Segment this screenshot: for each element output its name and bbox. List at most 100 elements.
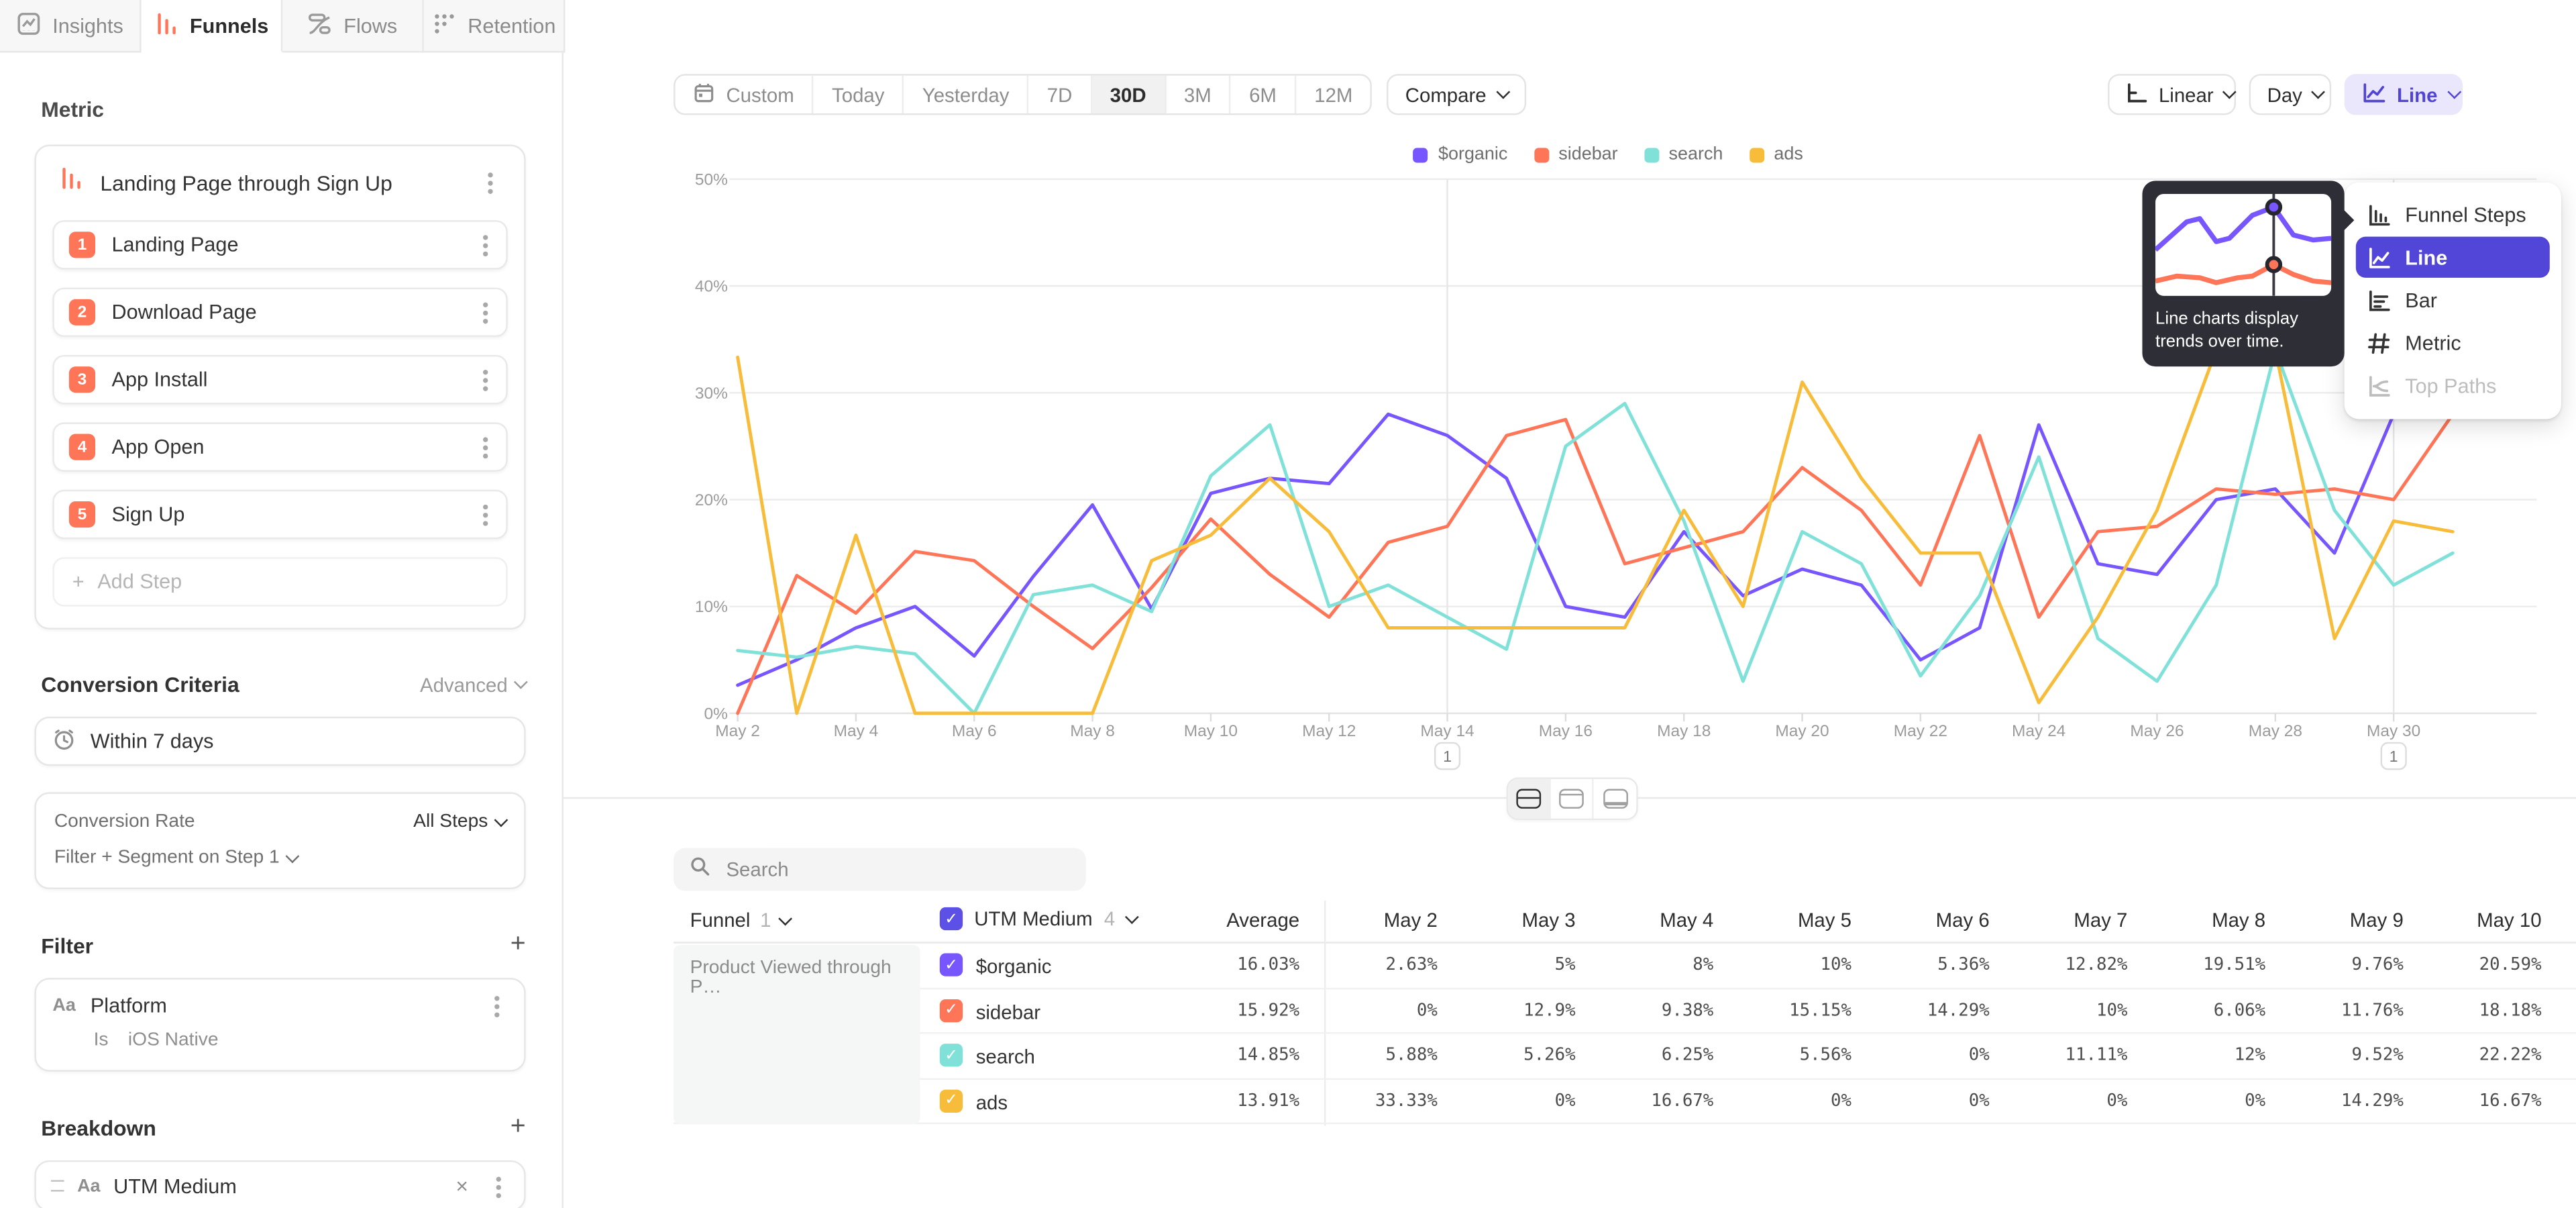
compare-button[interactable]: Compare <box>1387 74 1526 115</box>
chart-type-dropdown-button[interactable]: Line <box>2345 74 2463 115</box>
legend-item-search[interactable]: search <box>1644 145 1723 164</box>
menu-item-bar[interactable]: Bar <box>2356 279 2550 320</box>
funnel-column-dropdown[interactable]: Funnel 1 <box>690 909 791 932</box>
interval-dropdown-button[interactable]: Day <box>2249 74 2331 115</box>
range-3m[interactable]: 3M <box>1166 76 1231 113</box>
select-all-checkbox[interactable]: ✓ <box>940 907 963 930</box>
y-axis-tick-label: 20% <box>695 491 728 509</box>
breakdown-property: UTM Medium <box>113 1174 437 1197</box>
y-axis-tick-label: 30% <box>695 385 728 403</box>
funnel-step-row[interactable]: 1Landing Page <box>52 220 507 269</box>
tab-insights[interactable]: Insights <box>0 0 142 52</box>
funnel-group-cell[interactable]: Product Viewed through P… <box>674 945 920 1124</box>
column-header-may-5: May 5 <box>1720 909 1851 932</box>
series-checkbox[interactable]: ✓ <box>940 953 963 976</box>
filter-condition[interactable]: Is iOS Native <box>94 1031 508 1050</box>
add-step-button[interactable]: + Add Step <box>52 557 507 606</box>
search-icon <box>690 854 710 884</box>
cell-value: 18.18% <box>2410 1000 2542 1019</box>
legend-item-ads[interactable]: ads <box>1750 145 1803 164</box>
conversion-criteria-header: Conversion Criteria Advanced <box>41 672 525 697</box>
range-today[interactable]: Today <box>814 76 904 113</box>
funnel-step-row[interactable]: 3App Install <box>52 355 507 404</box>
chevron-down-icon <box>2447 85 2461 99</box>
calendar-icon <box>693 81 714 107</box>
all-steps-dropdown[interactable]: All Steps <box>413 812 506 832</box>
range-12m[interactable]: 12M <box>1296 76 1371 113</box>
conversion-window[interactable]: Within 7 days <box>34 717 525 766</box>
cell-value: 0% <box>1858 1046 1990 1065</box>
funnel-step-row[interactable]: 5Sign Up <box>52 490 507 539</box>
filter-segment-dropdown[interactable]: Filter + Segment on Step 1 <box>54 848 506 868</box>
line-chart-icon <box>2367 246 2390 268</box>
table-row-sidebar[interactable]: ✓sidebar15.92%0%12.9%9.38%15.15%14.29%10… <box>674 989 2576 1034</box>
cell-value: 0% <box>1996 1091 2128 1110</box>
cell-value: 19.51% <box>2134 955 2265 974</box>
filter-kebab-icon[interactable] <box>484 995 507 1017</box>
funnel-metric-icon <box>59 166 84 199</box>
table-header-row: Funnel 1 ✓ UTM Medium 4 AverageMay 2May … <box>674 901 2576 944</box>
tab-label: Insights <box>52 14 123 37</box>
table-row-search[interactable]: ✓search14.85%5.88%5.26%6.25%5.56%0%11.11… <box>674 1034 2576 1078</box>
funnel-step-row[interactable]: 4App Open <box>52 422 507 471</box>
breakdown-column-dropdown[interactable]: ✓ UTM Medium 4 <box>940 907 1136 930</box>
table-row-ads[interactable]: ✓ads13.91%33.33%0%16.67%0%0%0%0%14.29%16… <box>674 1079 2576 1124</box>
menu-item-label: Line <box>2405 246 2447 268</box>
step-kebab-icon[interactable] <box>473 503 496 525</box>
series-checkbox[interactable]: ✓ <box>940 1044 963 1066</box>
metric-section-label: Metric <box>41 97 525 121</box>
drag-handle-icon[interactable] <box>51 1180 64 1191</box>
step-kebab-icon[interactable] <box>473 301 496 323</box>
tab-retention[interactable]: Retention <box>424 0 566 52</box>
step-kebab-icon[interactable] <box>473 234 496 256</box>
menu-item-metric[interactable]: Metric <box>2356 322 2550 363</box>
add-breakdown-button[interactable]: + <box>511 1114 526 1140</box>
remove-breakdown-icon[interactable]: × <box>451 1174 473 1199</box>
range-custom[interactable]: Custom <box>676 76 814 113</box>
menu-item-funnel-steps[interactable]: Funnel Steps <box>2356 194 2550 235</box>
cell-value: 11.76% <box>2272 1000 2404 1019</box>
breakdown-kebab-icon[interactable] <box>486 1174 509 1197</box>
metric-card-header[interactable]: Landing Page through Sign Up <box>52 166 507 220</box>
range-30d[interactable]: 30D <box>1092 76 1166 113</box>
split-view-icon <box>1516 789 1541 809</box>
filter-operator: Is <box>94 1031 109 1050</box>
chevron-down-icon <box>2223 85 2237 99</box>
table-row-organic[interactable]: ✓$organic16.03%2.63%5%8%10%5.36%12.82%19… <box>674 944 2576 989</box>
series-line-ads[interactable] <box>738 350 2453 713</box>
advanced-dropdown[interactable]: Advanced <box>420 673 526 696</box>
step-kebab-icon[interactable] <box>473 436 496 458</box>
search-input[interactable] <box>723 856 1070 883</box>
tab-funnels[interactable]: Funnels <box>142 0 283 52</box>
scale-dropdown-button[interactable]: Linear <box>2108 74 2236 115</box>
layout-toggle-group <box>1507 777 1638 820</box>
menu-item-top-paths[interactable]: Top Paths <box>2356 365 2550 406</box>
series-checkbox[interactable]: ✓ <box>940 999 963 1021</box>
table-only-view-button[interactable] <box>1594 779 1637 819</box>
cell-value: 14.29% <box>2272 1091 2404 1110</box>
legend-item-sidebar[interactable]: sidebar <box>1534 145 1618 164</box>
x-axis-tick-label: May 28 <box>2249 722 2302 740</box>
tab-flows[interactable]: Flows <box>282 0 424 52</box>
table-search[interactable] <box>674 848 1086 891</box>
cell-value: 12% <box>2134 1046 2265 1065</box>
conversion-rate-label: Conversion Rate <box>54 812 413 832</box>
add-filter-button[interactable]: + <box>511 932 526 958</box>
chevron-down-icon <box>494 812 508 826</box>
filter-property[interactable]: Platform <box>91 995 470 1017</box>
metric-kebab-icon[interactable] <box>478 171 501 194</box>
range-yesterday[interactable]: Yesterday <box>904 76 1029 113</box>
funnel-step-row[interactable]: 2Download Page <box>52 288 507 337</box>
range-6m[interactable]: 6M <box>1231 76 1296 113</box>
series-line-organic[interactable] <box>738 409 2453 685</box>
split-view-button[interactable] <box>1508 779 1551 819</box>
column-header-may-6: May 6 <box>1858 909 1990 932</box>
chart-only-view-button[interactable] <box>1551 779 1594 819</box>
menu-item-line[interactable]: Line <box>2356 237 2550 278</box>
range-label: 12M <box>1314 83 1352 106</box>
series-checkbox[interactable]: ✓ <box>940 1089 963 1111</box>
range-7d[interactable]: 7D <box>1029 76 1092 113</box>
breakdown-card[interactable]: Aa UTM Medium × <box>34 1160 525 1208</box>
step-kebab-icon[interactable] <box>473 368 496 391</box>
legend-item-organic[interactable]: $organic <box>1413 145 1507 164</box>
